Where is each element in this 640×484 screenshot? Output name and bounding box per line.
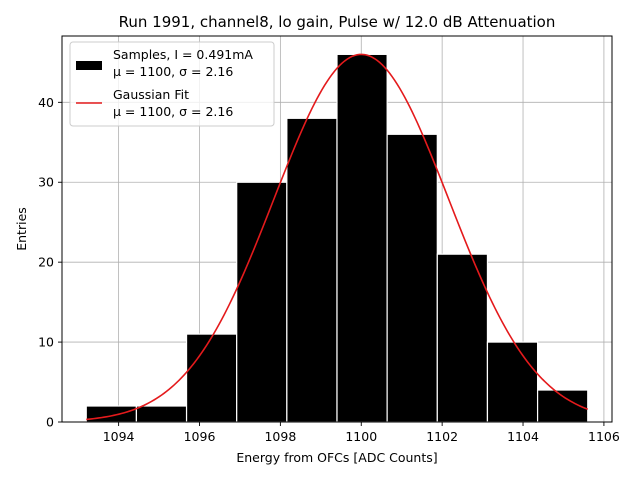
legend-label-samples: Samples, I = 0.491mA: [113, 47, 253, 62]
legend: Samples, I = 0.491mA μ = 1100, σ = 2.16 …: [69, 41, 275, 127]
y-axis-ticks: 0 10 20 30 40: [38, 95, 62, 430]
legend-label-samples-stats: μ = 1100, σ = 2.16: [113, 64, 233, 79]
histogram-bar: [286, 117, 338, 423]
y-tick-label: 0: [46, 415, 54, 430]
histogram-bar: [85, 405, 138, 423]
chart-title: Run 1991, channel8, lo gain, Pulse w/ 12…: [119, 13, 556, 31]
histogram-bars: [85, 53, 589, 423]
y-tick-label: 10: [38, 335, 54, 350]
histogram-bar: [185, 333, 238, 423]
histogram-bar: [386, 133, 438, 423]
x-tick-label: 1096: [184, 429, 216, 444]
histogram-bar: [135, 405, 188, 423]
histogram-bar: [436, 253, 489, 423]
x-tick-label: 1106: [588, 429, 620, 444]
y-tick-label: 40: [38, 95, 54, 110]
histogram-bar: [336, 53, 388, 423]
x-tick-label: 1094: [103, 429, 135, 444]
legend-swatch-samples: [76, 61, 102, 70]
legend-label-fit-stats: μ = 1100, σ = 2.16: [113, 104, 233, 119]
x-axis-label: Energy from OFCs [ADC Counts]: [236, 450, 437, 465]
histogram-bar: [486, 341, 539, 423]
y-axis-label: Entries: [14, 207, 29, 251]
legend-box: [69, 41, 275, 127]
gaussian-fit-curve: [86, 53, 589, 421]
y-tick-label: 20: [38, 255, 54, 270]
histogram-bar: [236, 181, 288, 423]
x-tick-label: 1102: [426, 429, 458, 444]
x-tick-label: 1104: [507, 429, 539, 444]
gaussian-fit-curve-group: [86, 53, 589, 421]
x-tick-label: 1098: [264, 429, 296, 444]
plot-frame: [61, 35, 613, 423]
legend-label-fit: Gaussian Fit: [113, 87, 189, 102]
x-tick-label: 1100: [345, 429, 377, 444]
x-axis-ticks: 1094 1096 1098 1100 1102 1104 1106: [103, 422, 620, 444]
y-tick-label: 30: [38, 175, 54, 190]
